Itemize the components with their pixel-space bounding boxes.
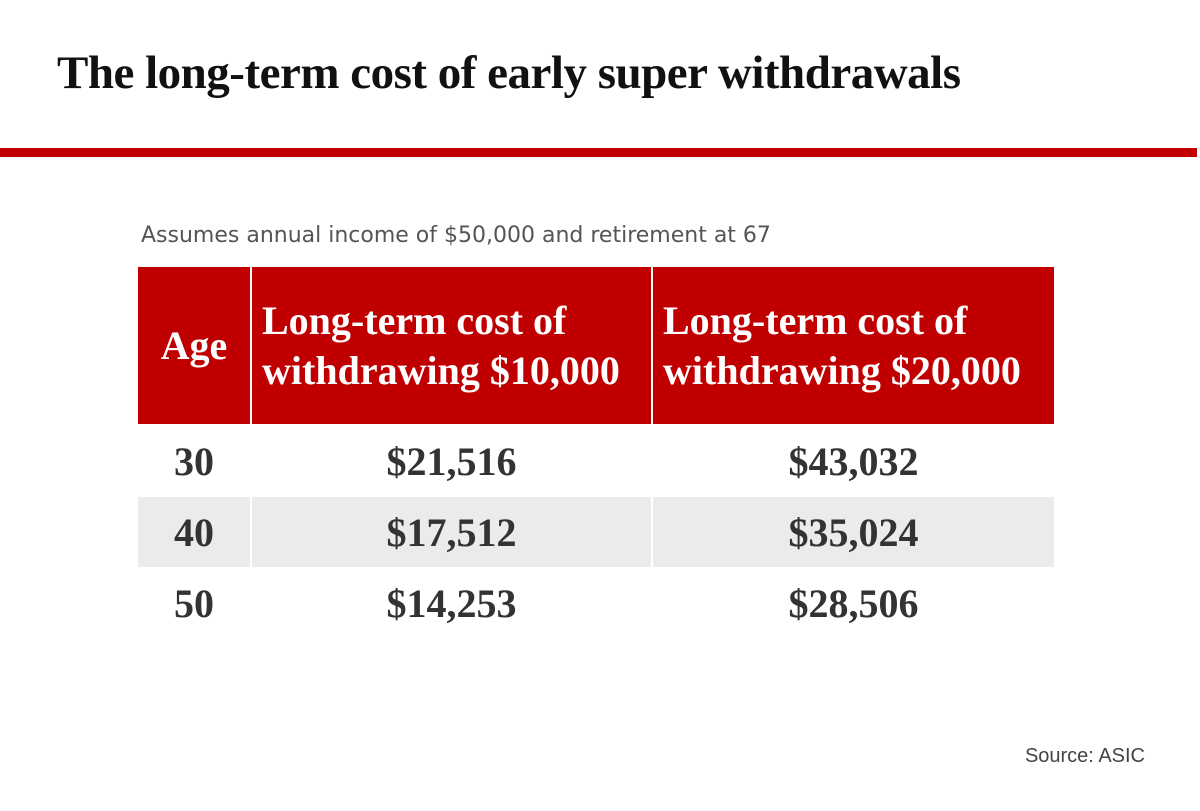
title: The long-term cost of early super withdr… — [57, 47, 961, 99]
column-header: Age — [138, 267, 252, 426]
table-header: Age Long-term cost of withdrawing $10,000… — [138, 267, 1054, 426]
table: Age Long-term cost of withdrawing $10,000… — [138, 267, 1054, 639]
table-cell: $21,516 — [251, 425, 653, 497]
table-cell: $17,512 — [251, 496, 653, 568]
table-body: 30 $21,516 $43,032 40 $17,512 $35,024 50 $14,25… — [138, 425, 1054, 639]
table-cell: $28,506 — [652, 567, 1054, 639]
table-row: 30 $21,516 $43,032 — [138, 425, 1054, 497]
table-cell: $43,032 — [652, 425, 1054, 497]
table-cell: $14,253 — [251, 567, 653, 639]
source: Source: ASIC — [1024, 745, 1145, 767]
table-row: 40 $17,512 $35,024 — [138, 496, 1054, 568]
column-header: Long-term cost of withdrawing $10,000 — [251, 267, 653, 426]
red-rule — [0, 148, 1197, 157]
table-cell: $35,024 — [652, 496, 1054, 568]
header-row: Age Long-term cost of withdrawing $10,000… — [138, 267, 1054, 426]
subtitle: Assumes annual income of $50,000 and ret… — [141, 223, 771, 248]
table-cell: 50 — [138, 567, 252, 639]
table-cell: 30 — [138, 425, 252, 497]
table-cell: 40 — [138, 496, 252, 568]
column-header: Long-term cost of withdrawing $20,000 — [652, 267, 1054, 426]
table-row: 50 $14,253 $28,506 — [138, 567, 1054, 639]
